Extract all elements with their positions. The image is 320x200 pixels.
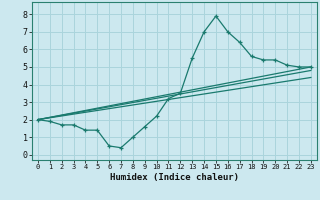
X-axis label: Humidex (Indice chaleur): Humidex (Indice chaleur) [110, 173, 239, 182]
